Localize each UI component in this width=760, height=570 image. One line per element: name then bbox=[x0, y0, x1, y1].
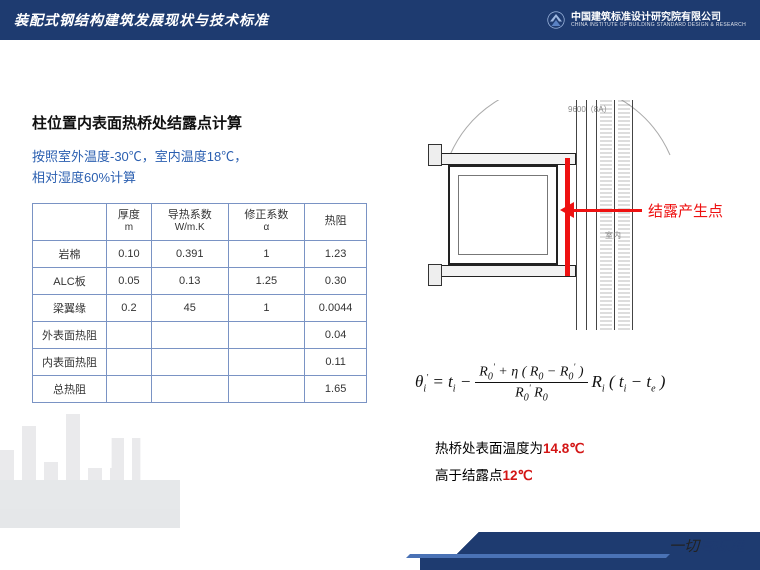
result-line2-text: 高于结露点 bbox=[435, 468, 503, 483]
result-line1-text: 热桥处表面温度为 bbox=[435, 441, 543, 456]
conditions-text: 按照室外温度-30℃，室内温度18℃， 相对湿度60%计算 bbox=[32, 147, 372, 189]
footer-slogan: 一切高标准 bbox=[669, 535, 744, 556]
org-logo: 中国建筑标准设计研究院有限公司 CHINA INSTITUTE OF BUILD… bbox=[547, 11, 746, 29]
dim-label: 室内 bbox=[605, 230, 621, 241]
table-header-row: 厚度m 导热系数W/m.K 修正系数α 热阻 bbox=[33, 203, 367, 240]
result-line1-value: 14.8℃ bbox=[543, 441, 584, 456]
formula: θi' = ti − R0' + η ( R0 − R0' ) R0' R0 R… bbox=[415, 362, 665, 404]
col-correction: 修正系数α bbox=[228, 203, 305, 240]
col-resistance: 热阻 bbox=[305, 203, 367, 240]
footer-band: 一切高标准 bbox=[0, 532, 760, 570]
slogan-part-b: 高标准 bbox=[699, 539, 744, 555]
table-row: 外表面热阻0.04 bbox=[33, 321, 367, 348]
slogan-part-a: 一切 bbox=[669, 539, 699, 555]
slide-content: 柱位置内表面热桥处结露点计算 按照室外温度-30℃，室内温度18℃， 相对湿度6… bbox=[0, 40, 760, 540]
pillar-inner bbox=[458, 175, 548, 255]
section-title: 柱位置内表面热桥处结露点计算 bbox=[32, 112, 372, 133]
section-diagram: 9600（8A） 结露产生点 室内 bbox=[400, 100, 680, 335]
pillar-box bbox=[448, 165, 558, 265]
table-row: 梁翼缘0.24510.0044 bbox=[33, 294, 367, 321]
conditions-line2: 相对湿度60%计算 bbox=[32, 170, 136, 185]
table-row: 总热阻1.65 bbox=[33, 375, 367, 402]
org-name-en: CHINA INSTITUTE OF BUILDING STANDARD DES… bbox=[571, 23, 746, 29]
flange-tab bbox=[428, 144, 442, 166]
logo-icon bbox=[547, 11, 565, 29]
flange-top bbox=[430, 153, 576, 165]
flange-bot bbox=[430, 265, 576, 277]
table-row: 内表面热阻0.11 bbox=[33, 348, 367, 375]
result-line2-value: 12℃ bbox=[503, 468, 533, 483]
thermal-table: 厚度m 导热系数W/m.K 修正系数α 热阻 岩棉0.100.39111.23 … bbox=[32, 203, 367, 403]
left-column: 柱位置内表面热桥处结露点计算 按照室外温度-30℃，室内温度18℃， 相对湿度6… bbox=[32, 112, 372, 403]
right-column: 9600（8A） 结露产生点 室内 bbox=[400, 100, 740, 335]
bg-city-silhouette-icon bbox=[0, 408, 180, 528]
conditions-line1: 按照室外温度-30℃，室内温度18℃， bbox=[32, 149, 247, 164]
callout-label: 结露产生点 bbox=[648, 200, 748, 221]
header-title: 装配式钢结构建筑发展现状与技术标准 bbox=[14, 10, 269, 30]
header-bar: 装配式钢结构建筑发展现状与技术标准 中国建筑标准设计研究院有限公司 CHINA … bbox=[0, 0, 760, 40]
result-text: 热桥处表面温度为14.8℃ 高于结露点12℃ bbox=[435, 435, 584, 489]
col-conductivity: 导热系数W/m.K bbox=[151, 203, 228, 240]
table-row: 岩棉0.100.39111.23 bbox=[33, 240, 367, 267]
table-row: ALC板0.050.131.250.30 bbox=[33, 267, 367, 294]
col-blank bbox=[33, 203, 107, 240]
col-thickness: 厚度m bbox=[107, 203, 152, 240]
flange-tab bbox=[428, 264, 442, 286]
